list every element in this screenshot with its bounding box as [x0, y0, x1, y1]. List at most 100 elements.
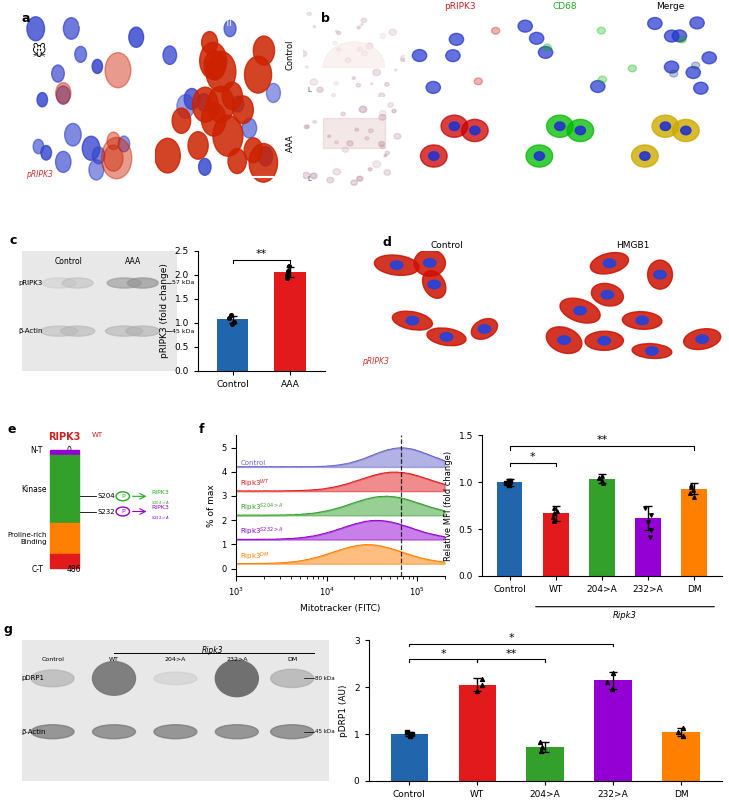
Point [282, 264, 294, 277]
Circle shape [469, 126, 480, 134]
Circle shape [652, 115, 679, 138]
Point [226, 318, 238, 331]
Circle shape [188, 132, 208, 159]
Circle shape [305, 66, 308, 68]
Circle shape [636, 316, 648, 324]
Ellipse shape [270, 669, 313, 687]
Circle shape [406, 316, 418, 325]
Circle shape [366, 43, 373, 49]
Text: Ripk3$^{S232>A}$: Ripk3$^{S232>A}$ [240, 526, 284, 539]
Circle shape [429, 152, 439, 160]
Bar [50, 456, 79, 523]
Ellipse shape [31, 724, 74, 739]
Circle shape [526, 145, 553, 167]
Circle shape [337, 47, 340, 51]
Circle shape [206, 52, 236, 92]
Text: 45 kDa: 45 kDa [172, 328, 195, 333]
Circle shape [155, 138, 180, 173]
Circle shape [491, 27, 500, 34]
Title: Control: Control [431, 241, 464, 250]
Circle shape [313, 121, 316, 123]
Text: 80 kDa: 80 kDa [315, 676, 335, 681]
Point [225, 309, 237, 322]
Text: **: ** [596, 435, 607, 445]
Point [607, 667, 618, 679]
Circle shape [359, 106, 367, 113]
Ellipse shape [623, 312, 662, 329]
Point [685, 487, 696, 500]
Point [476, 672, 488, 685]
Text: pRIPK3: pRIPK3 [19, 280, 43, 286]
Circle shape [327, 177, 334, 183]
Bar [50, 554, 79, 568]
Circle shape [401, 58, 405, 61]
Circle shape [334, 81, 338, 85]
Circle shape [129, 27, 144, 47]
Text: β-Actin: β-Actin [22, 729, 47, 735]
Y-axis label: pDRP1 (AU): pDRP1 (AU) [339, 684, 348, 737]
Point [504, 479, 515, 492]
Circle shape [75, 47, 87, 62]
Circle shape [307, 12, 311, 15]
Circle shape [640, 152, 650, 160]
Point [596, 475, 608, 488]
Circle shape [361, 23, 363, 26]
Circle shape [384, 155, 386, 157]
Point [601, 675, 613, 688]
Ellipse shape [93, 724, 136, 739]
Circle shape [599, 76, 607, 83]
Circle shape [233, 96, 253, 124]
Circle shape [356, 176, 363, 181]
Bar [682, 489, 706, 576]
Circle shape [385, 151, 389, 155]
Circle shape [365, 137, 369, 140]
Ellipse shape [125, 326, 160, 336]
Title: pRIPK3: pRIPK3 [444, 2, 475, 11]
Y-axis label: pRIPK3 (fold change): pRIPK3 (fold change) [160, 263, 169, 358]
Circle shape [478, 324, 491, 333]
Circle shape [574, 307, 586, 315]
Point [283, 259, 295, 272]
Point [642, 516, 654, 529]
Circle shape [65, 123, 81, 146]
Ellipse shape [684, 328, 721, 349]
Text: pDRP1: pDRP1 [22, 675, 45, 681]
Circle shape [440, 332, 453, 341]
Circle shape [534, 152, 545, 160]
Circle shape [224, 20, 236, 37]
Bar [543, 513, 569, 576]
Text: b: b [321, 12, 330, 25]
Point [548, 506, 560, 519]
Ellipse shape [647, 260, 672, 289]
Text: d: d [383, 237, 391, 250]
Circle shape [104, 145, 123, 171]
Circle shape [646, 347, 658, 355]
Text: WT: WT [109, 658, 119, 663]
Circle shape [27, 17, 44, 41]
Point [645, 509, 657, 522]
Circle shape [228, 149, 246, 174]
Circle shape [311, 173, 317, 179]
Circle shape [660, 122, 671, 130]
Text: Control: Control [41, 658, 64, 663]
Text: f: f [199, 423, 204, 436]
Circle shape [392, 109, 396, 113]
Ellipse shape [560, 298, 600, 323]
Circle shape [335, 141, 338, 144]
Circle shape [313, 26, 316, 27]
Circle shape [198, 93, 211, 111]
Bar [459, 685, 496, 781]
Circle shape [63, 18, 79, 39]
Circle shape [389, 29, 397, 35]
Circle shape [202, 31, 217, 53]
Circle shape [52, 65, 64, 82]
Text: $^{S204>A}$: $^{S204>A}$ [151, 501, 170, 506]
Circle shape [385, 83, 389, 86]
Circle shape [355, 128, 359, 131]
Text: Ripk3: Ripk3 [613, 611, 637, 620]
Circle shape [681, 126, 691, 134]
Circle shape [391, 261, 403, 270]
Point [677, 721, 689, 734]
Point [596, 469, 608, 482]
Circle shape [335, 31, 338, 32]
